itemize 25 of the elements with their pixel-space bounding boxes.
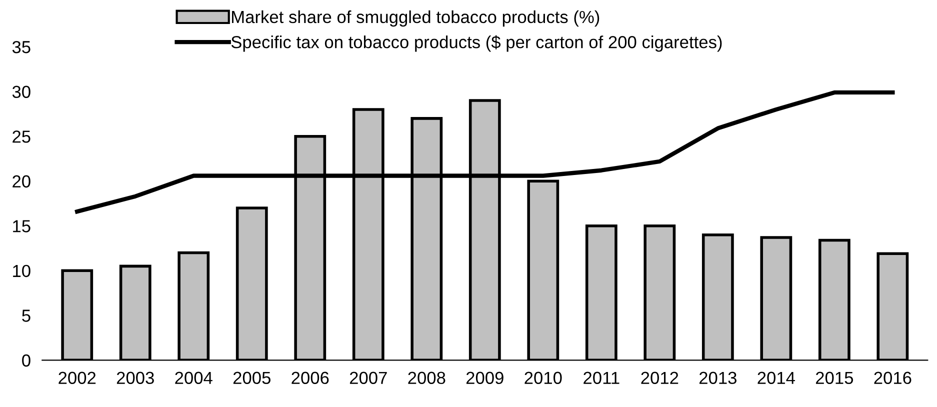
legend-label: Market share of smuggled tobacco products (%) bbox=[232, 10, 600, 27]
y-tick-label: 30 bbox=[12, 86, 30, 98]
y-tick-label: 10 bbox=[13, 264, 30, 278]
x-tick-label: 2006 bbox=[292, 372, 329, 384]
x-tick-label: 2012 bbox=[641, 372, 678, 384]
x-tick-label: 2014 bbox=[758, 372, 795, 384]
x-tick-label: 2011 bbox=[584, 372, 620, 384]
legend-label: Specific tax on tobacco products ($ per carton of 200 cigarettes) bbox=[231, 35, 722, 52]
y-tick-label: 5 bbox=[22, 310, 30, 322]
x-tick-label: 2004 bbox=[175, 372, 212, 384]
x-tick-label: 2015 bbox=[816, 372, 854, 384]
y-tick-label: 0 bbox=[22, 354, 30, 367]
x-tick-label: 2007 bbox=[350, 372, 387, 384]
x-tick-label: 2016 bbox=[874, 372, 912, 384]
x-tick-label: 2003 bbox=[116, 372, 154, 384]
x-tick-label: 2005 bbox=[233, 372, 270, 384]
x-tick-label: 2013 bbox=[699, 372, 736, 384]
x-tick-label: 2009 bbox=[466, 372, 504, 384]
x-tick-label: 2008 bbox=[408, 372, 446, 384]
x-tick-label: 2010 bbox=[524, 372, 562, 384]
y-tick-label: 15 bbox=[13, 220, 30, 232]
y-tick-label: 20 bbox=[12, 175, 30, 188]
y-tick-label: 25 bbox=[12, 130, 30, 143]
y-tick-label: 35 bbox=[12, 40, 30, 54]
x-tick-label: 2002 bbox=[58, 372, 96, 384]
